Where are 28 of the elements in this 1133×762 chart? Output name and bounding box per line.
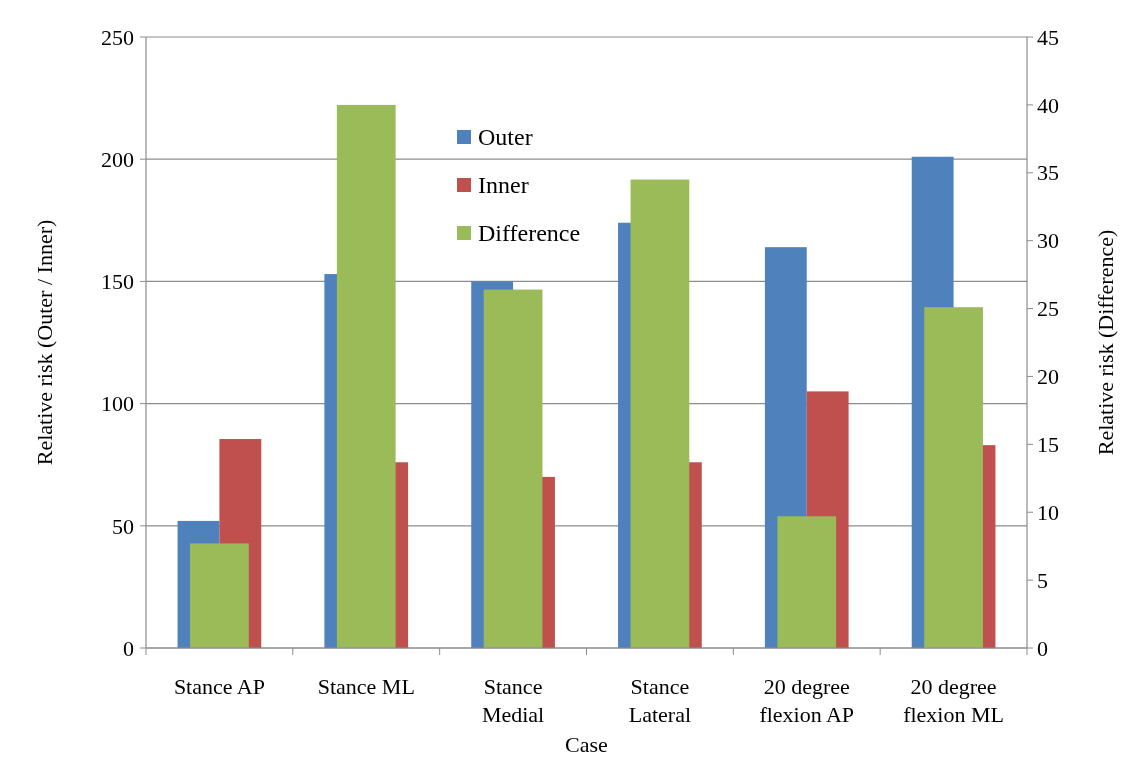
y-tick-label: 50 xyxy=(112,513,134,539)
y2-tick-label: 10 xyxy=(1037,499,1059,525)
y-tick-label: 100 xyxy=(101,391,134,417)
y2-tick-label: 25 xyxy=(1037,296,1059,322)
y-tick-label: 150 xyxy=(101,269,134,295)
y-tick-label: 200 xyxy=(101,146,134,172)
y-tick-label: 250 xyxy=(101,24,134,50)
x-axis-title: Case xyxy=(565,732,608,757)
y2-tick-label: 5 xyxy=(1037,567,1048,593)
x-tick-label: 20 degree flexion ML xyxy=(903,674,1004,727)
legend-label: Outer xyxy=(478,124,533,151)
x-tick-label: Stance AP xyxy=(173,674,265,699)
y2-axis-title: Relative risk (Difference) xyxy=(1093,229,1118,456)
y2-tick-label: 15 xyxy=(1037,432,1059,458)
legend-label: Difference xyxy=(478,220,581,247)
x-tick-label: Stance Medial xyxy=(481,674,545,727)
x-tick-label: 20 degree flexion AP xyxy=(759,674,855,727)
legend-label: Inner xyxy=(478,172,529,199)
y2-tick-label: 0 xyxy=(1037,635,1048,661)
y-axis-title: Relative risk (Outer / Inner) xyxy=(32,219,57,466)
y2-tick-label: 40 xyxy=(1037,92,1059,118)
y-tick-label: 0 xyxy=(123,635,134,661)
y2-tick-label: 35 xyxy=(1037,160,1059,186)
y2-tick-label: 45 xyxy=(1037,24,1059,50)
y2-tick-label: 30 xyxy=(1037,228,1059,254)
x-tick-label: Stance ML xyxy=(317,674,415,699)
x-tick-label: Stance Lateral xyxy=(628,674,692,727)
y2-tick-label: 20 xyxy=(1037,364,1059,390)
